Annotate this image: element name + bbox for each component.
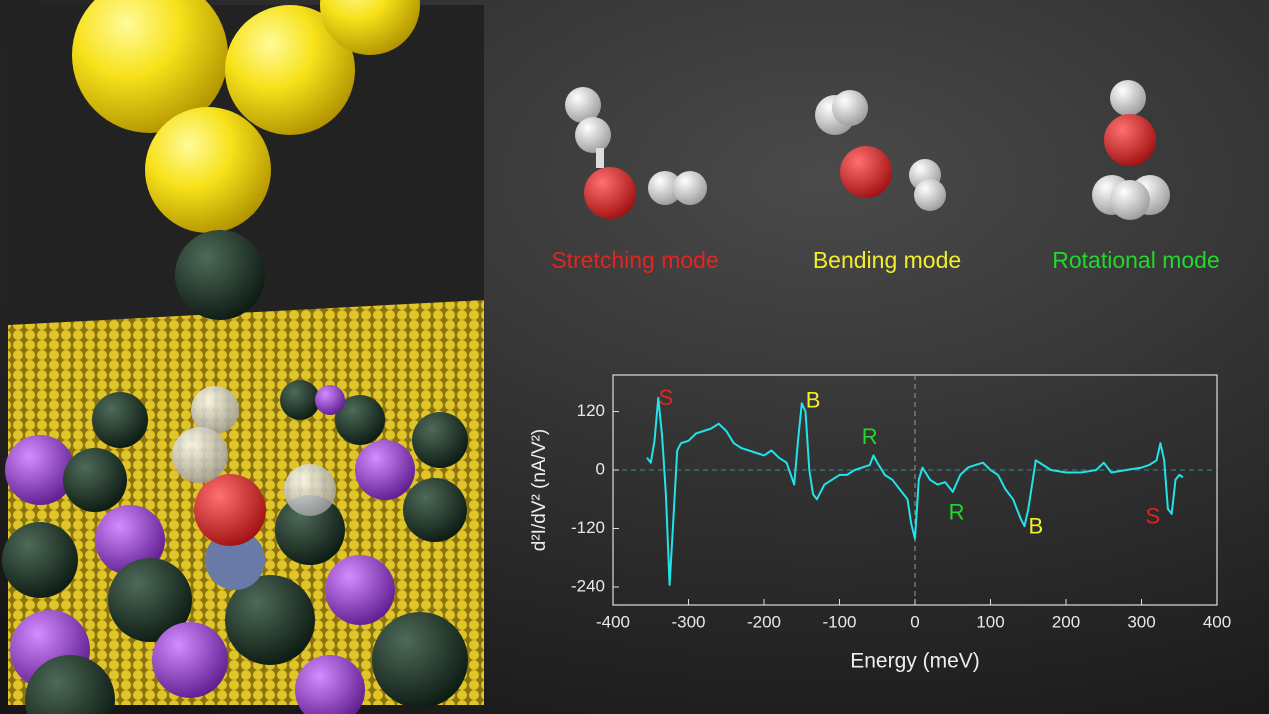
tip-cl xyxy=(175,230,265,320)
water-h xyxy=(191,386,239,434)
tip-atom xyxy=(145,107,271,233)
molecules xyxy=(565,80,1170,220)
water-oxygen xyxy=(194,474,266,546)
y-tick-label: 120 xyxy=(577,401,605,420)
peak-annotation: R xyxy=(949,500,965,525)
x-tick-label: -100 xyxy=(822,612,856,631)
x-tick-label: 200 xyxy=(1052,612,1080,631)
mode-label: Stretching mode xyxy=(551,247,718,273)
peak-annotation: S xyxy=(659,385,674,410)
x-tick-label: 300 xyxy=(1127,612,1155,631)
peak-annotation: S xyxy=(1145,504,1160,529)
tip-atom xyxy=(72,0,228,133)
chart: -400 -300 -200 -100 0 100 200 300 400 -240 -120 0 12… xyxy=(529,374,1231,673)
mode-label: Bending mode xyxy=(813,247,961,273)
stm-illustration xyxy=(2,0,484,714)
y-tick-label: 0 xyxy=(596,460,605,479)
tip-atom xyxy=(225,5,355,135)
x-tick-label: 100 xyxy=(976,612,1004,631)
x-axis-label: Energy (meV) xyxy=(850,650,980,673)
x-tick-label: -300 xyxy=(671,612,705,631)
x-tick-label: -200 xyxy=(747,612,781,631)
y-tick-label: -240 xyxy=(571,576,605,595)
water-h xyxy=(172,427,228,483)
peak-annotation: B xyxy=(806,388,821,413)
tip-atom xyxy=(320,0,420,55)
peak-annotation: B xyxy=(1028,513,1043,538)
spectrum-line xyxy=(646,396,1184,586)
x-tick-label: 0 xyxy=(910,612,919,631)
water-h xyxy=(284,464,336,516)
y-axis-label: d²I/dV² (nA/V²) xyxy=(529,429,550,551)
peak-annotation: R xyxy=(862,424,878,449)
substrate xyxy=(2,380,468,714)
mode-label: Rotational mode xyxy=(1052,247,1220,273)
x-tick-label: -400 xyxy=(596,612,630,631)
y-tick-label: -120 xyxy=(571,518,605,537)
x-tick-label: 400 xyxy=(1203,612,1231,631)
